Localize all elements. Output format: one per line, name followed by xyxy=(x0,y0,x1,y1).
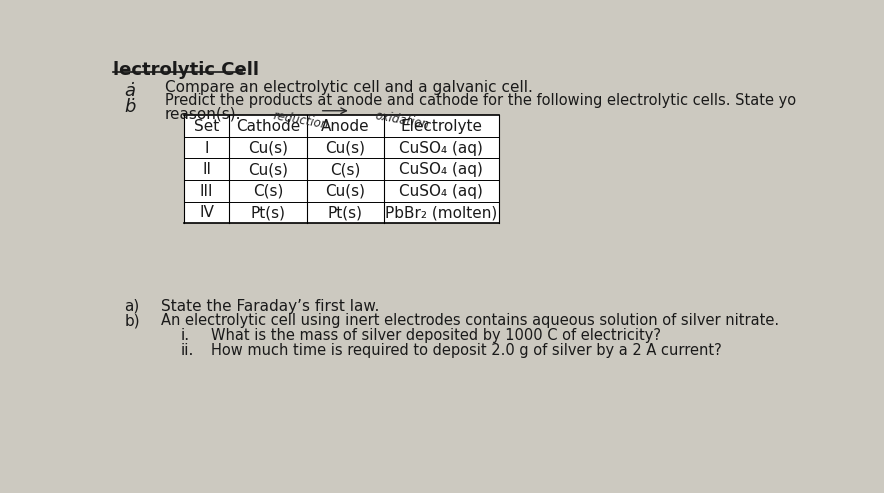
Text: ḃ: ḃ xyxy=(125,98,136,116)
Text: lectrolytic Cell: lectrolytic Cell xyxy=(113,61,259,79)
Text: I: I xyxy=(204,141,209,156)
Text: reduction: reduction xyxy=(271,109,330,132)
Text: Cu(s): Cu(s) xyxy=(248,162,288,177)
Bar xyxy=(184,115,499,223)
Text: Electrolyte: Electrolyte xyxy=(400,119,483,134)
Text: What is the mass of silver deposited by 1000 C of electricity?: What is the mass of silver deposited by … xyxy=(211,328,661,343)
Text: ii.: ii. xyxy=(180,343,194,357)
Text: An electrolytic cell using inert electrodes contains aqueous solution of silver : An electrolytic cell using inert electro… xyxy=(161,313,779,328)
Text: Pt(s): Pt(s) xyxy=(250,206,286,220)
Text: Cu(s): Cu(s) xyxy=(325,184,365,199)
Text: How much time is required to deposit 2.0 g of silver by a 2 A current?: How much time is required to deposit 2.0… xyxy=(211,343,722,357)
Text: PbBr₂ (molten): PbBr₂ (molten) xyxy=(385,206,498,220)
Text: Compare an electrolytic cell and a galvanic cell.: Compare an electrolytic cell and a galva… xyxy=(164,80,533,95)
Text: CuSO₄ (aq): CuSO₄ (aq) xyxy=(400,162,484,177)
Text: CuSO₄ (aq): CuSO₄ (aq) xyxy=(400,141,484,156)
Text: Cu(s): Cu(s) xyxy=(325,141,365,156)
Text: reason(s).: reason(s). xyxy=(164,106,241,121)
Text: III: III xyxy=(200,184,213,199)
Text: CuSO₄ (aq): CuSO₄ (aq) xyxy=(400,184,484,199)
Text: i.: i. xyxy=(180,328,189,343)
Text: II: II xyxy=(202,162,211,177)
Text: State the Faraday’s first law.: State the Faraday’s first law. xyxy=(161,299,379,314)
Text: Set: Set xyxy=(194,119,219,134)
Text: Predict the products at anode and cathode for the following electrolytic cells. : Predict the products at anode and cathod… xyxy=(164,93,796,108)
Text: a): a) xyxy=(125,299,140,314)
Text: b): b) xyxy=(125,313,140,328)
Text: C(s): C(s) xyxy=(330,162,361,177)
Text: C(s): C(s) xyxy=(253,184,283,199)
Text: Cathode: Cathode xyxy=(236,119,300,134)
Text: Anode: Anode xyxy=(321,119,370,134)
Text: Cu(s): Cu(s) xyxy=(248,141,288,156)
Text: oxidation: oxidation xyxy=(374,109,431,132)
Text: ȧ: ȧ xyxy=(125,82,135,100)
Text: Pt(s): Pt(s) xyxy=(328,206,362,220)
Text: IV: IV xyxy=(199,206,214,220)
